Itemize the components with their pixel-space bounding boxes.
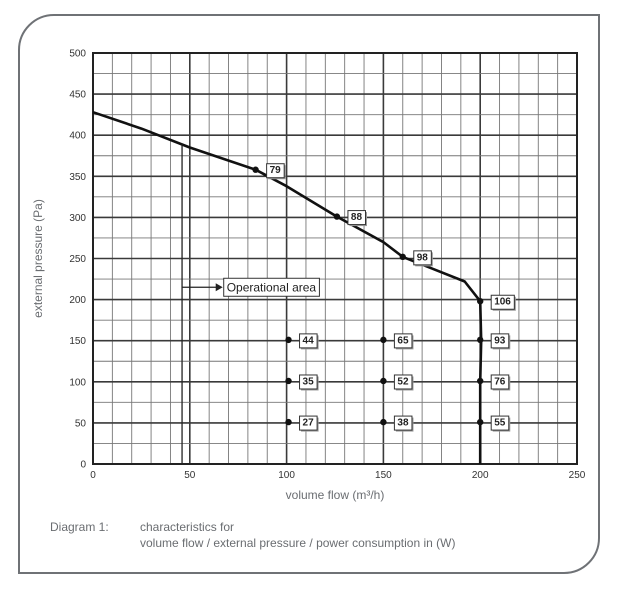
y-tick-label: 100 [69,377,86,388]
y-tick-label: 250 [69,254,86,265]
operational-area-annotation: Operational area [181,143,320,464]
data-label: 79 [270,165,282,176]
data-point [477,298,484,305]
data-point [333,213,341,220]
y-tick-label: 450 [69,90,86,101]
data-label-box [299,415,318,431]
data-label: 88 [351,212,363,223]
data-label: 93 [494,335,506,346]
data-point [399,253,406,261]
caption-line-1: characteristics for [140,520,235,534]
x-axis-label: volume flow (m³/h) [286,488,385,502]
y-tick-label: 150 [69,336,86,347]
caption-label: Diagram 1: [50,520,109,534]
data-point [380,336,387,344]
data-label: 76 [494,376,506,387]
data-label-box [393,415,413,431]
data-point [477,418,484,426]
y-tick-label: 500 [69,49,86,60]
data-label: 38 [397,418,409,429]
operational-area-arrowhead [215,283,223,292]
data-label-box [413,250,432,266]
data-points: 79 88 98 106 44 65 93 35 52 76 27 38 55 [252,163,516,432]
y-axis-label: external pressure (Pa) [31,199,45,318]
x-tick-label: 250 [569,470,586,481]
tick-labels: 0 50 100 150 200 250 300 350 400 450 500 0 50 100 150 2… [69,49,585,482]
data-point [380,377,387,385]
data-label: 65 [397,335,409,346]
data-label-box [490,294,515,310]
data-label-box [347,210,366,226]
y-tick-label: 300 [69,213,86,224]
x-tick-label: 100 [278,470,295,481]
operational-area-label-box [223,277,320,297]
data-label-box [490,333,510,349]
data-point [252,166,259,173]
data-label-box [393,333,413,349]
data-label: 35 [303,376,315,387]
data-point [285,336,292,344]
data-label-box [393,374,413,390]
x-tick-label: 50 [184,470,196,481]
data-label: 52 [397,376,409,387]
data-label-box [490,374,510,390]
data-point [285,418,292,426]
data-label: 106 [494,297,511,308]
data-point [380,418,387,426]
data-label-box [299,374,318,390]
data-point [285,377,292,385]
grid [92,52,578,465]
data-label: 98 [417,252,429,263]
y-tick-label: 400 [69,131,86,142]
operational-area-label: Operational area [227,280,317,294]
data-label: 27 [303,418,315,429]
data-label: 55 [494,418,506,429]
x-tick-label: 0 [90,470,96,481]
x-tick-label: 200 [472,470,489,481]
data-label-box [299,333,318,349]
data-label: 44 [303,335,315,346]
y-tick-label: 0 [80,460,86,471]
y-tick-label: 350 [69,172,86,183]
caption-line-2: volume flow / external pressure / power … [140,536,456,550]
data-point [477,336,484,344]
data-label-box [266,163,285,179]
data-label-box [490,415,510,431]
y-tick-label: 200 [69,295,86,306]
y-tick-label: 50 [75,418,87,429]
data-point [477,377,484,385]
x-tick-label: 150 [375,470,392,481]
plot-border [92,52,578,465]
